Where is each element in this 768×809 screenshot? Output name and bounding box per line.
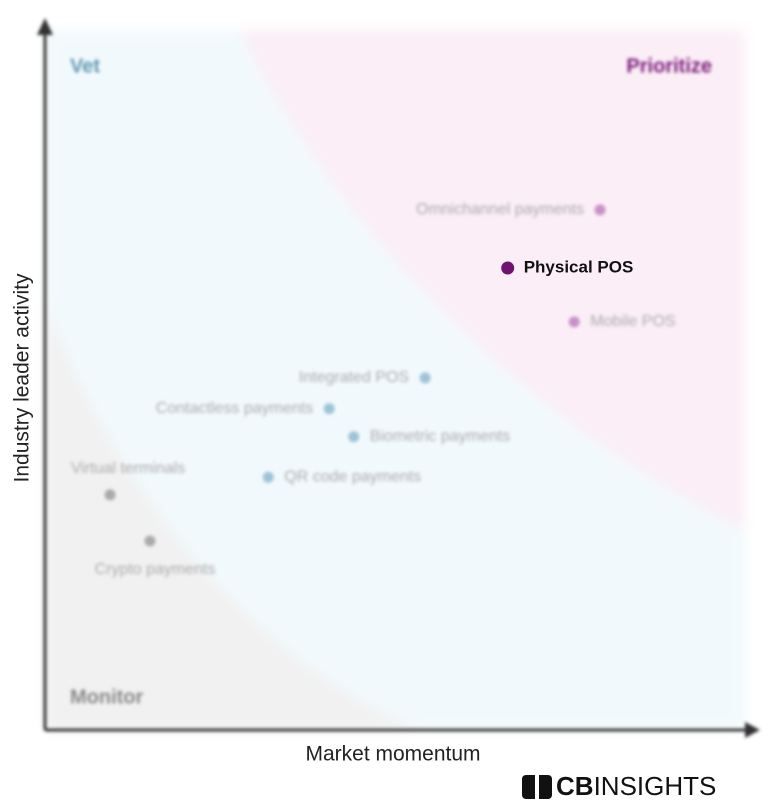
point (348, 431, 360, 443)
point-label: Mobile POS (590, 313, 675, 330)
point (594, 204, 606, 216)
logo: CBINSIGHTS (522, 771, 716, 801)
y-arrow (37, 18, 53, 35)
point (104, 489, 116, 501)
point-label: Virtual terminals (71, 460, 185, 477)
point (262, 471, 274, 483)
monitor-region (45, 300, 420, 730)
quadrant-backgrounds (45, 30, 745, 730)
quadrant-label: Monitor (70, 686, 144, 708)
logo-text: CBINSIGHTS (556, 771, 716, 801)
point (501, 261, 515, 275)
x-arrow (745, 722, 760, 738)
quadrant-label: Prioritize (626, 55, 712, 77)
point-label: Integrated POS (299, 369, 409, 386)
point (323, 403, 335, 415)
point-label: Physical POS (524, 257, 634, 276)
point-label: Contactless payments (156, 400, 313, 417)
logo-icon-gap (535, 775, 539, 799)
logo-bold: CB (556, 771, 594, 801)
point-label: QR code payments (284, 469, 421, 486)
point (419, 372, 431, 384)
point-label: Omnichannel payments (416, 201, 584, 218)
point (144, 535, 156, 547)
quadrant-label: Vet (70, 55, 100, 77)
point-label: Crypto payments (95, 561, 216, 578)
point-label: Biometric payments (370, 428, 511, 445)
point (568, 316, 580, 328)
x-axis-label: Market momentum (305, 743, 480, 766)
prioritize-region (240, 30, 745, 530)
logo-rest: INSIGHTS (594, 771, 717, 801)
axes (37, 18, 760, 738)
y-axis-label: Industry leader activity (11, 273, 34, 482)
